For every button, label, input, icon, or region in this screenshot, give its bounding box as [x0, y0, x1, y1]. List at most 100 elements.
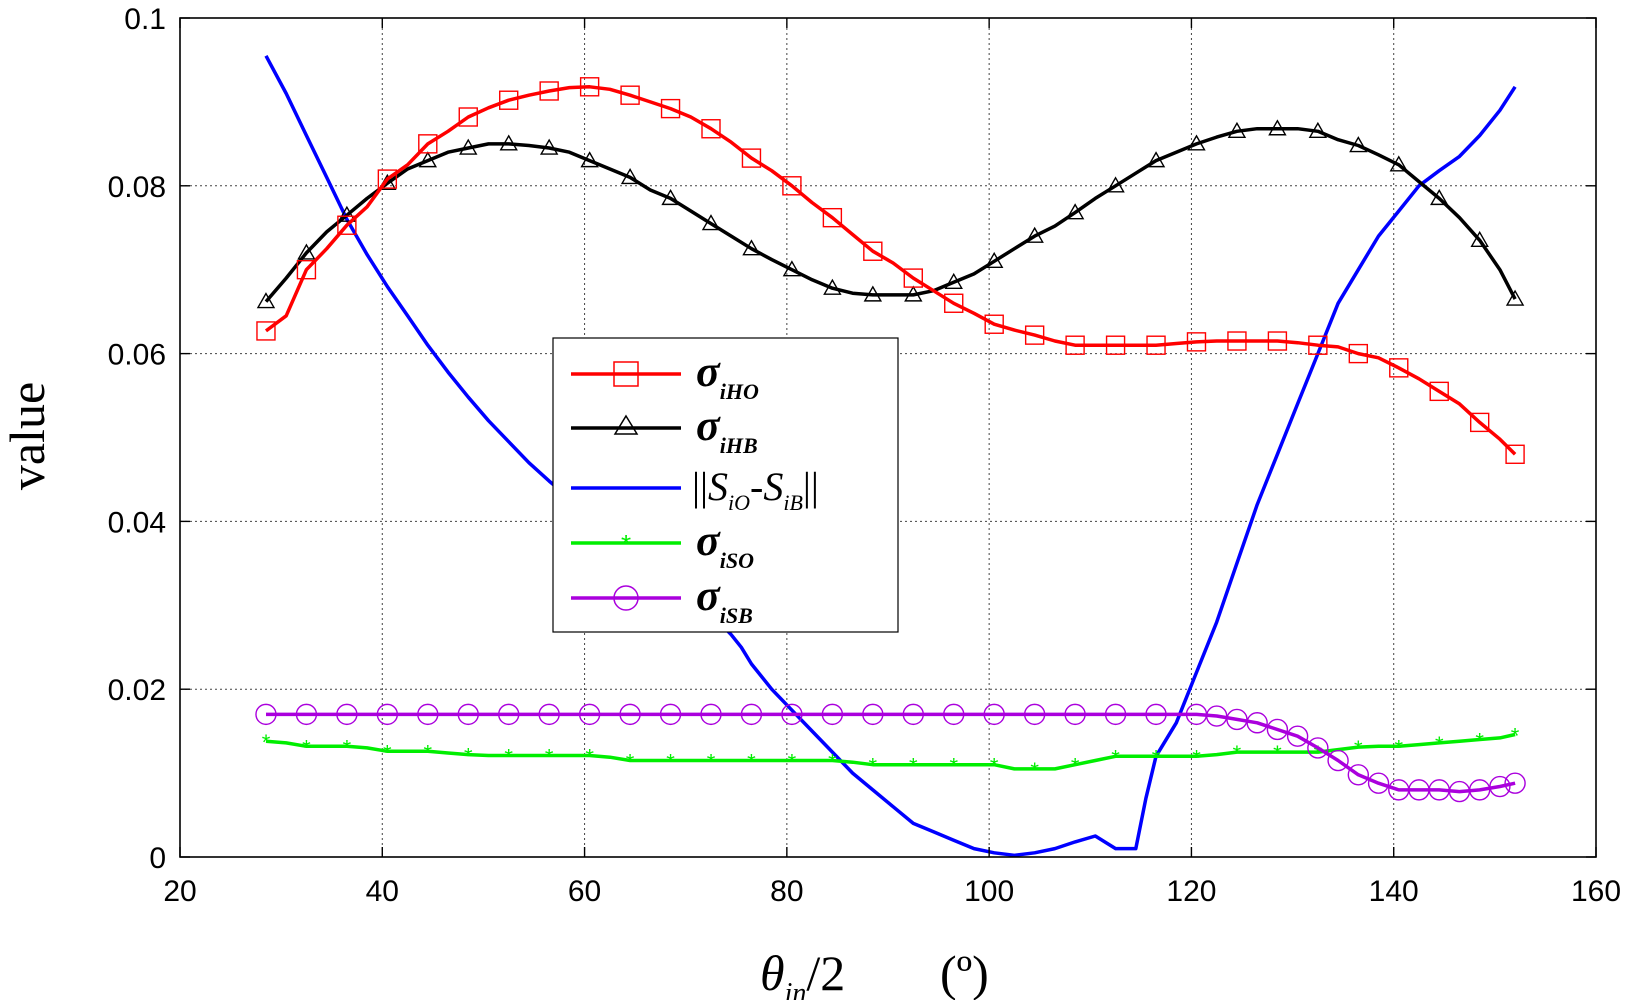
- series-line: [264, 85, 1517, 456]
- x-axis-unit: (º): [940, 945, 989, 1000]
- svg-text:σiHB: σiHB: [696, 401, 758, 458]
- data-point: [256, 321, 276, 341]
- legend-entry-sigma-iho: σiHO: [571, 347, 759, 404]
- legend-marker-iso: *: [621, 529, 631, 559]
- data-point: [538, 703, 560, 726]
- data-point: *: [626, 750, 635, 775]
- legend-label-iho-symbol: σ: [696, 347, 721, 396]
- data-point: [377, 169, 398, 189]
- data-point: [459, 138, 478, 155]
- data-point: [740, 703, 763, 726]
- data-point: [903, 268, 923, 288]
- data-point: [1389, 155, 1408, 172]
- data-point: [1468, 779, 1491, 801]
- data-point: *: [1394, 735, 1403, 760]
- y-tick-label: 0.02: [108, 674, 166, 707]
- legend-norm-s1: S: [708, 464, 728, 509]
- data-point: *: [1152, 745, 1161, 770]
- series-line: [265, 732, 1516, 771]
- data-point: *: [302, 735, 311, 760]
- legend-label-ihb-symbol: σ: [696, 401, 721, 450]
- svg-text:θin/2: θin/2: [760, 945, 845, 1000]
- data-point: *: [545, 744, 554, 769]
- data-point: [822, 207, 843, 228]
- data-point: [1246, 712, 1268, 734]
- data-point: [1286, 725, 1309, 747]
- data-point: [1024, 325, 1045, 345]
- data-point: [296, 260, 317, 280]
- data-point: [1267, 331, 1288, 351]
- data-point: [1308, 121, 1328, 138]
- y-axis-title: value: [0, 382, 55, 490]
- data-point: [295, 703, 318, 726]
- data-point: [1064, 703, 1086, 726]
- legend-entry-sigma-ihb: σiHB: [571, 401, 758, 458]
- data-point: [1023, 703, 1046, 726]
- data-point: [1308, 335, 1328, 355]
- data-point: [863, 285, 883, 302]
- data-point: [1065, 203, 1085, 220]
- data-point: *: [1273, 741, 1282, 766]
- data-point: [1327, 749, 1349, 772]
- data-point: *: [585, 744, 594, 769]
- data-point: [499, 134, 518, 151]
- data-point: *: [1192, 745, 1201, 770]
- data-point: [823, 278, 842, 295]
- data-point: [1104, 703, 1127, 726]
- data-point: [578, 703, 601, 726]
- x-tick-label: 120: [1166, 875, 1216, 908]
- data-point: [741, 148, 762, 168]
- data-point: *: [1030, 758, 1039, 783]
- data-point: [1106, 176, 1125, 193]
- data-point: [620, 167, 640, 185]
- x-axis-subscript: in: [785, 978, 807, 1000]
- legend-label-iso-symbol: σ: [696, 516, 721, 565]
- data-point: [1349, 136, 1368, 153]
- data-point: [1307, 737, 1329, 759]
- data-point: [337, 215, 357, 235]
- data-point: *: [504, 744, 513, 769]
- data-point: [1146, 335, 1166, 355]
- data-point: *: [1314, 741, 1323, 766]
- data-point: [1505, 444, 1525, 464]
- data-point: [659, 703, 682, 726]
- data-point: [539, 81, 559, 101]
- series-line: [264, 126, 1517, 303]
- data-point: [701, 119, 721, 139]
- data-point: [1065, 335, 1085, 355]
- data-point: [781, 703, 803, 726]
- data-point: *: [788, 750, 797, 775]
- legend-entry-sigma-iso: * σiSO: [571, 516, 754, 573]
- data-point: [1430, 188, 1449, 206]
- legend-marker-isb: [613, 585, 639, 611]
- series-0: [256, 77, 1525, 464]
- data-point: [661, 188, 680, 206]
- data-point: [499, 90, 519, 110]
- x-axis-symbol: θ: [760, 945, 785, 1000]
- data-point: [863, 241, 883, 261]
- data-point: [417, 703, 439, 726]
- data-point: [1429, 381, 1449, 402]
- data-point: *: [747, 750, 756, 775]
- x-tick-label: 160: [1571, 875, 1621, 908]
- data-point: *: [1071, 754, 1080, 779]
- data-point: [1389, 358, 1409, 378]
- data-point: [255, 703, 277, 726]
- y-tick-label: 0: [149, 842, 166, 875]
- data-point: [620, 85, 640, 105]
- legend-norm-mid: -: [750, 464, 763, 509]
- data-point: [1470, 230, 1489, 248]
- data-point: *: [666, 750, 675, 775]
- legend-label-iho-sub: iHO: [720, 379, 759, 404]
- data-point: [256, 292, 276, 309]
- series-2: [264, 54, 1517, 858]
- data-point: *: [909, 754, 918, 779]
- data-point: [1025, 226, 1044, 243]
- data-point: [862, 703, 884, 726]
- data-point: [902, 703, 924, 726]
- x-axis-title: θin/2 (º): [760, 945, 989, 1000]
- data-point: [498, 703, 520, 726]
- data-point: [580, 151, 599, 168]
- data-point: *: [1111, 745, 1120, 770]
- data-point: [579, 77, 600, 97]
